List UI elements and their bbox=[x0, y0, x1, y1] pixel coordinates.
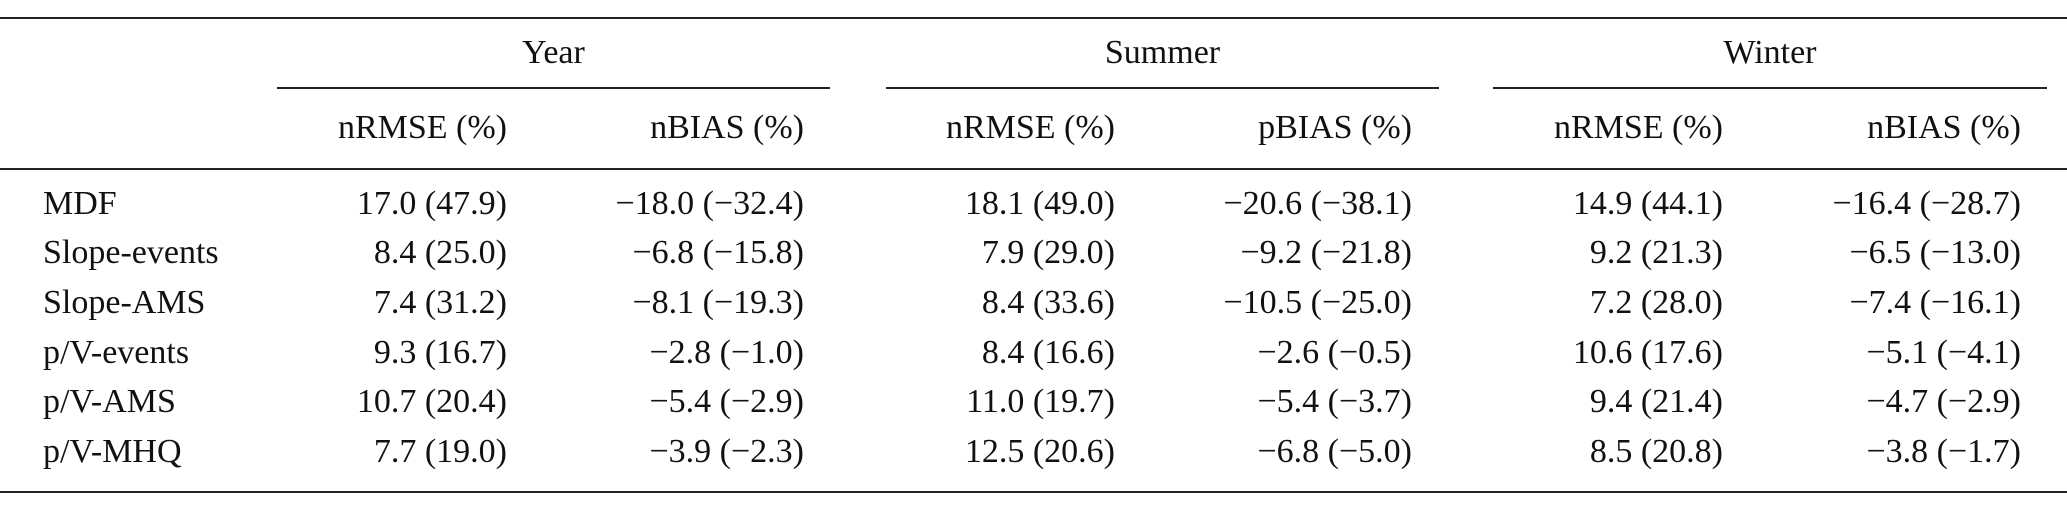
column-header: nRMSE (%) bbox=[337, 109, 507, 146]
row-label: p/V-AMS bbox=[43, 383, 176, 420]
cell: −20.6 (−38.1) bbox=[1223, 185, 1413, 222]
bottom-rule bbox=[0, 491, 2067, 493]
cell: −6.5 (−13.0) bbox=[1849, 234, 2022, 271]
cell: −3.8 (−1.7) bbox=[1866, 433, 2022, 470]
cell: 12.5 (20.6) bbox=[964, 433, 1115, 470]
cell: −6.8 (−15.8) bbox=[632, 234, 805, 271]
cell: −2.6 (−0.5) bbox=[1257, 334, 1413, 371]
group-header: Year bbox=[522, 34, 585, 71]
column-header: pBIAS (%) bbox=[1258, 109, 1412, 146]
cell: 7.2 (28.0) bbox=[1589, 284, 1723, 321]
group-rule bbox=[1493, 87, 2047, 89]
cell: 10.6 (17.6) bbox=[1572, 334, 1723, 371]
column-header: nRMSE (%) bbox=[1553, 109, 1723, 146]
cell: −5.4 (−3.7) bbox=[1257, 383, 1413, 420]
cell: −18.0 (−32.4) bbox=[615, 185, 805, 222]
group-header: Summer bbox=[1104, 34, 1221, 71]
row-label: p/V-events bbox=[43, 334, 190, 371]
cell: 10.7 (20.4) bbox=[356, 383, 507, 420]
group-rule bbox=[277, 87, 830, 89]
cell: 8.5 (20.8) bbox=[1589, 433, 1723, 470]
top-rule bbox=[0, 17, 2067, 19]
cell: 9.2 (21.3) bbox=[1589, 234, 1723, 271]
row-label: p/V-MHQ bbox=[43, 433, 182, 470]
cell: 8.4 (16.6) bbox=[981, 334, 1115, 371]
row-label: MDF bbox=[43, 185, 117, 222]
cell: 11.0 (19.7) bbox=[966, 383, 1115, 420]
cell: 14.9 (44.1) bbox=[1572, 185, 1723, 222]
cell: 17.0 (47.9) bbox=[356, 185, 507, 222]
cell: −9.2 (−21.8) bbox=[1240, 234, 1413, 271]
cell: −10.5 (−25.0) bbox=[1223, 284, 1413, 321]
cell: −6.8 (−5.0) bbox=[1257, 433, 1413, 470]
cell: −3.9 (−2.3) bbox=[649, 433, 805, 470]
cell: −5.4 (−2.9) bbox=[649, 383, 805, 420]
cell: −8.1 (−19.3) bbox=[632, 284, 805, 321]
cell: 8.4 (33.6) bbox=[981, 284, 1115, 321]
cell: −4.7 (−2.9) bbox=[1866, 383, 2022, 420]
cell: 9.4 (21.4) bbox=[1589, 383, 1723, 420]
cell: 9.3 (16.7) bbox=[373, 334, 507, 371]
group-rule bbox=[886, 87, 1439, 89]
group-header: Winter bbox=[1723, 34, 1817, 71]
cell: −2.8 (−1.0) bbox=[649, 334, 805, 371]
header-rule bbox=[0, 168, 2067, 170]
cell: −5.1 (−4.1) bbox=[1866, 334, 2022, 371]
column-header: nBIAS (%) bbox=[650, 109, 804, 146]
column-header: nBIAS (%) bbox=[1867, 109, 2021, 146]
cell: 8.4 (25.0) bbox=[373, 234, 507, 271]
cell: 7.4 (31.2) bbox=[373, 284, 507, 321]
cell: 7.7 (19.0) bbox=[373, 433, 507, 470]
row-label: Slope-events bbox=[43, 234, 219, 271]
row-label: Slope-AMS bbox=[43, 284, 206, 321]
cell: −16.4 (−28.7) bbox=[1832, 185, 2022, 222]
cell: −7.4 (−16.1) bbox=[1849, 284, 2022, 321]
cell: 18.1 (49.0) bbox=[964, 185, 1115, 222]
cell: 7.9 (29.0) bbox=[981, 234, 1115, 271]
column-header: nRMSE (%) bbox=[945, 109, 1115, 146]
